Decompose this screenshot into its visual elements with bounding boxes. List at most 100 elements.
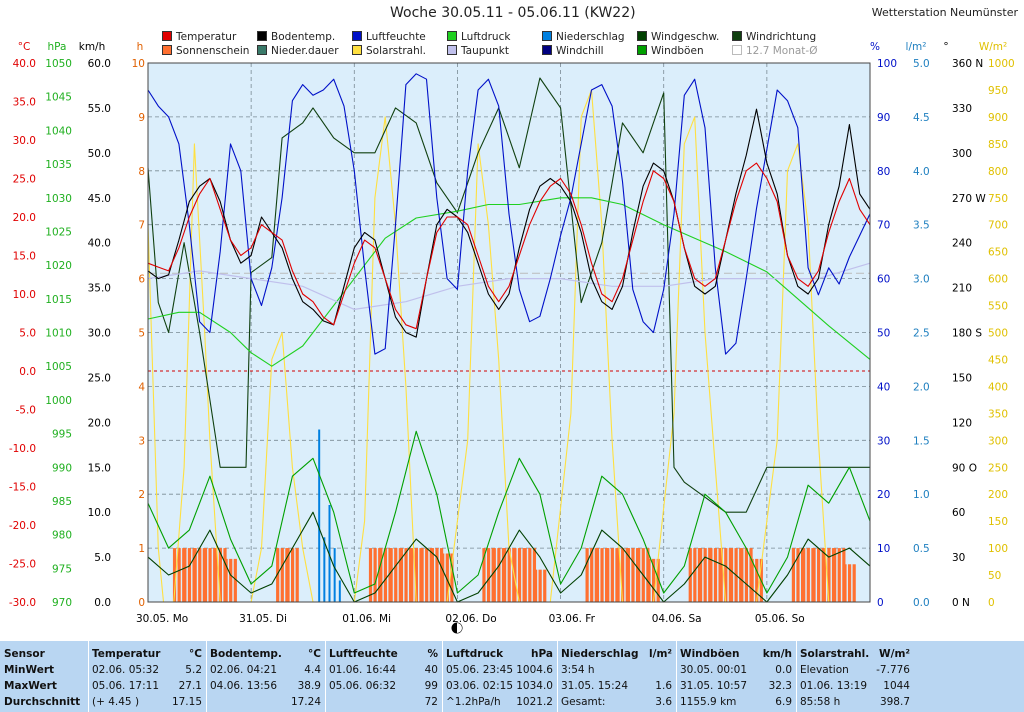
stats-row: 1155.9 km 6.9	[676, 694, 796, 710]
legend-item: Niederschlag	[542, 31, 625, 43]
sonnenschein-bar	[233, 558, 237, 602]
legend-item: Luftdruck	[447, 31, 510, 43]
stats-column: Bodentemp. °C 02.06. 04:21 4.4 04.06. 13:56 3…	[206, 641, 325, 712]
pressure-tick-label: 1000	[45, 395, 72, 407]
stats-cell-label: Durchschnitt	[4, 696, 81, 708]
legend-label: 12.7 Monat-Ø	[746, 45, 818, 57]
stats-separator	[88, 641, 89, 712]
solar-tick-label: 50	[988, 570, 1001, 582]
sunhours-tick-label: 2	[138, 489, 145, 501]
sonnenschein-bar	[606, 548, 610, 602]
sonnenschein-bar	[843, 564, 847, 602]
pressure-tick-label: 1015	[45, 294, 72, 306]
sonnenschein-bar	[631, 548, 635, 602]
legend-label: Windböen	[651, 45, 704, 57]
stats-cell-label: (+ 4.45 )	[92, 696, 140, 708]
legend-item: Bodentemp.	[257, 31, 335, 43]
stats-row: 30.05. 00:01 0.0	[676, 662, 796, 678]
legend-label: Solarstrahl.	[366, 45, 427, 57]
grid-lines	[148, 63, 870, 602]
wind-tick-label: 50.0	[88, 148, 111, 160]
legend-swatch	[542, 45, 552, 55]
x-tick-label: 02.06. Do	[445, 613, 496, 625]
sonnenschein-bar	[203, 548, 208, 602]
legend: Temperatur Sonnenschein Bodentemp. Nieder.d…	[162, 31, 842, 61]
sonnenschein-bar	[852, 564, 856, 602]
windgeschw--line	[147, 511, 871, 603]
humidity-tick-label: 0	[877, 597, 884, 609]
rain-tick-label: 3.5	[913, 220, 930, 232]
sonnenschein-bar	[193, 548, 197, 602]
sunhours-tick-label: 4	[138, 381, 145, 393]
stats-cell-label: Gesamt:	[561, 696, 606, 708]
legend-label: Nieder.dauer	[271, 45, 339, 57]
dir-tick-label: 150	[952, 372, 972, 384]
temp-tick-label: 20.0	[13, 212, 36, 224]
wind-tick-label: 5.0	[94, 552, 111, 564]
sonnenschein-bar	[295, 548, 299, 602]
stats-header: Niederschlag l/m²	[557, 646, 676, 662]
sonnenschein-bar	[183, 548, 187, 602]
stats-separator	[442, 641, 443, 712]
stats-row: MinWert	[0, 662, 88, 678]
dir-tick-label: 300	[952, 148, 972, 160]
legend-label: Luftdruck	[461, 31, 511, 43]
rain-unit-label: l/m²	[906, 41, 927, 53]
stats-row: 05.06. 06:32 99	[325, 678, 442, 694]
humidity-unit-label: %	[870, 41, 880, 53]
legend-label: Bodentemp.	[271, 31, 336, 43]
sonnenschein-bar	[420, 548, 424, 602]
stats-separator	[796, 641, 797, 712]
dir-tick-label: 180 S	[952, 328, 982, 340]
sonnenschein-bar	[503, 548, 507, 602]
sonnenschein-bar	[229, 558, 233, 602]
legend-item: Temperatur	[162, 31, 236, 43]
dir-unit-label: °	[943, 41, 948, 53]
x-tick-label: 31.05. Di	[239, 613, 287, 625]
pressure-tick-label: 1020	[45, 260, 72, 272]
solar-tick-label: 350	[988, 408, 1008, 420]
legend-item: Windgeschw.	[637, 31, 719, 43]
wind-tick-label: 0.0	[94, 597, 111, 609]
sonnenschein-bar	[373, 548, 377, 602]
wind-unit-label: km/h	[79, 41, 106, 53]
wind-tick-label: 55.0	[88, 103, 111, 115]
stats-header: Windböen km/h	[676, 646, 796, 662]
stats-cell-label: 1155.9 km	[680, 696, 737, 708]
sonnenschein-bar	[517, 548, 522, 602]
temp-tick-label: -20.0	[9, 520, 36, 532]
temp-tick-label: 0.0	[19, 366, 36, 378]
sonnenschein-bar	[368, 548, 373, 602]
sonnenschein-bar	[688, 548, 692, 602]
legend-item: Luftfeuchte	[352, 31, 426, 43]
humidity-tick-label: 40	[877, 381, 890, 393]
sonnenschein-bar	[177, 548, 181, 602]
legend-swatch	[257, 31, 267, 41]
legend-swatch	[447, 31, 457, 41]
plot-frame	[147, 62, 871, 603]
niederschlag-bar	[323, 537, 326, 602]
solar-tick-label: 950	[988, 85, 1008, 97]
pressure-tick-label: 1025	[45, 226, 72, 238]
stats-cell-value: 17.15	[171, 696, 202, 708]
stats-cell-value: 4.4	[304, 664, 321, 676]
stats-row: (+ 4.45 ) 17.15	[88, 694, 206, 710]
stats-row: 05.06. 17:11 27.1	[88, 678, 206, 694]
sonnenschein-bar	[827, 548, 831, 602]
sonnenschein-bar	[740, 548, 744, 602]
stats-column: Temperatur °C 02.06. 05:32 5.2 05.06. 17:11 2…	[88, 641, 206, 712]
stats-row: Elevation -7.776	[796, 662, 914, 678]
stats-column: Luftdruck hPa 05.06. 23:45 1004.6 03.06. 02:…	[442, 641, 557, 712]
stats-header: Luftdruck hPa	[442, 646, 557, 662]
sonnenschein-bar	[637, 548, 641, 602]
statistics-table: Sensor MinWert MaxWert Durchschnitt Temperat…	[0, 641, 1024, 712]
stats-cell-label: 05.06. 06:32	[329, 680, 396, 692]
stats-cell-label: 04.06. 13:56	[210, 680, 277, 692]
sonnenschein-bar	[538, 569, 542, 602]
niederschlag-bar	[333, 548, 336, 602]
sonnenschein-bar	[187, 548, 192, 602]
stats-cell-label: Luftdruck	[446, 648, 504, 660]
dir-tick-label: 210	[952, 283, 972, 295]
stats-cell-value: 72	[424, 696, 438, 708]
sunhours-tick-label: 5	[138, 328, 145, 340]
